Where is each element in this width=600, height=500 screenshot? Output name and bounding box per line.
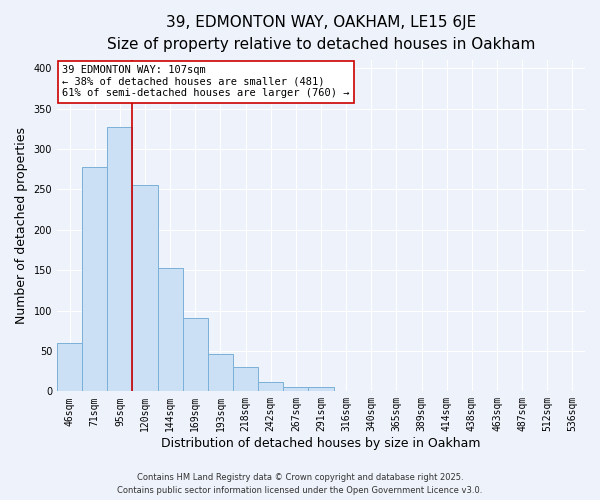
Bar: [258, 382, 283, 392]
Bar: [133, 186, 158, 392]
Y-axis label: Number of detached properties: Number of detached properties: [15, 128, 28, 324]
Bar: [158, 268, 183, 392]
Bar: [82, 167, 107, 392]
Bar: [308, 388, 334, 392]
Bar: [283, 388, 308, 392]
Bar: [183, 318, 208, 392]
X-axis label: Distribution of detached houses by size in Oakham: Distribution of detached houses by size …: [161, 437, 481, 450]
Title: 39, EDMONTON WAY, OAKHAM, LE15 6JE
Size of property relative to detached houses : 39, EDMONTON WAY, OAKHAM, LE15 6JE Size …: [107, 15, 535, 52]
Bar: [233, 367, 258, 392]
Text: 39 EDMONTON WAY: 107sqm
← 38% of detached houses are smaller (481)
61% of semi-d: 39 EDMONTON WAY: 107sqm ← 38% of detache…: [62, 66, 350, 98]
Bar: [560, 390, 585, 392]
Bar: [334, 390, 359, 392]
Text: Contains HM Land Registry data © Crown copyright and database right 2025.
Contai: Contains HM Land Registry data © Crown c…: [118, 474, 482, 495]
Bar: [57, 343, 82, 392]
Bar: [208, 354, 233, 392]
Bar: [107, 128, 133, 392]
